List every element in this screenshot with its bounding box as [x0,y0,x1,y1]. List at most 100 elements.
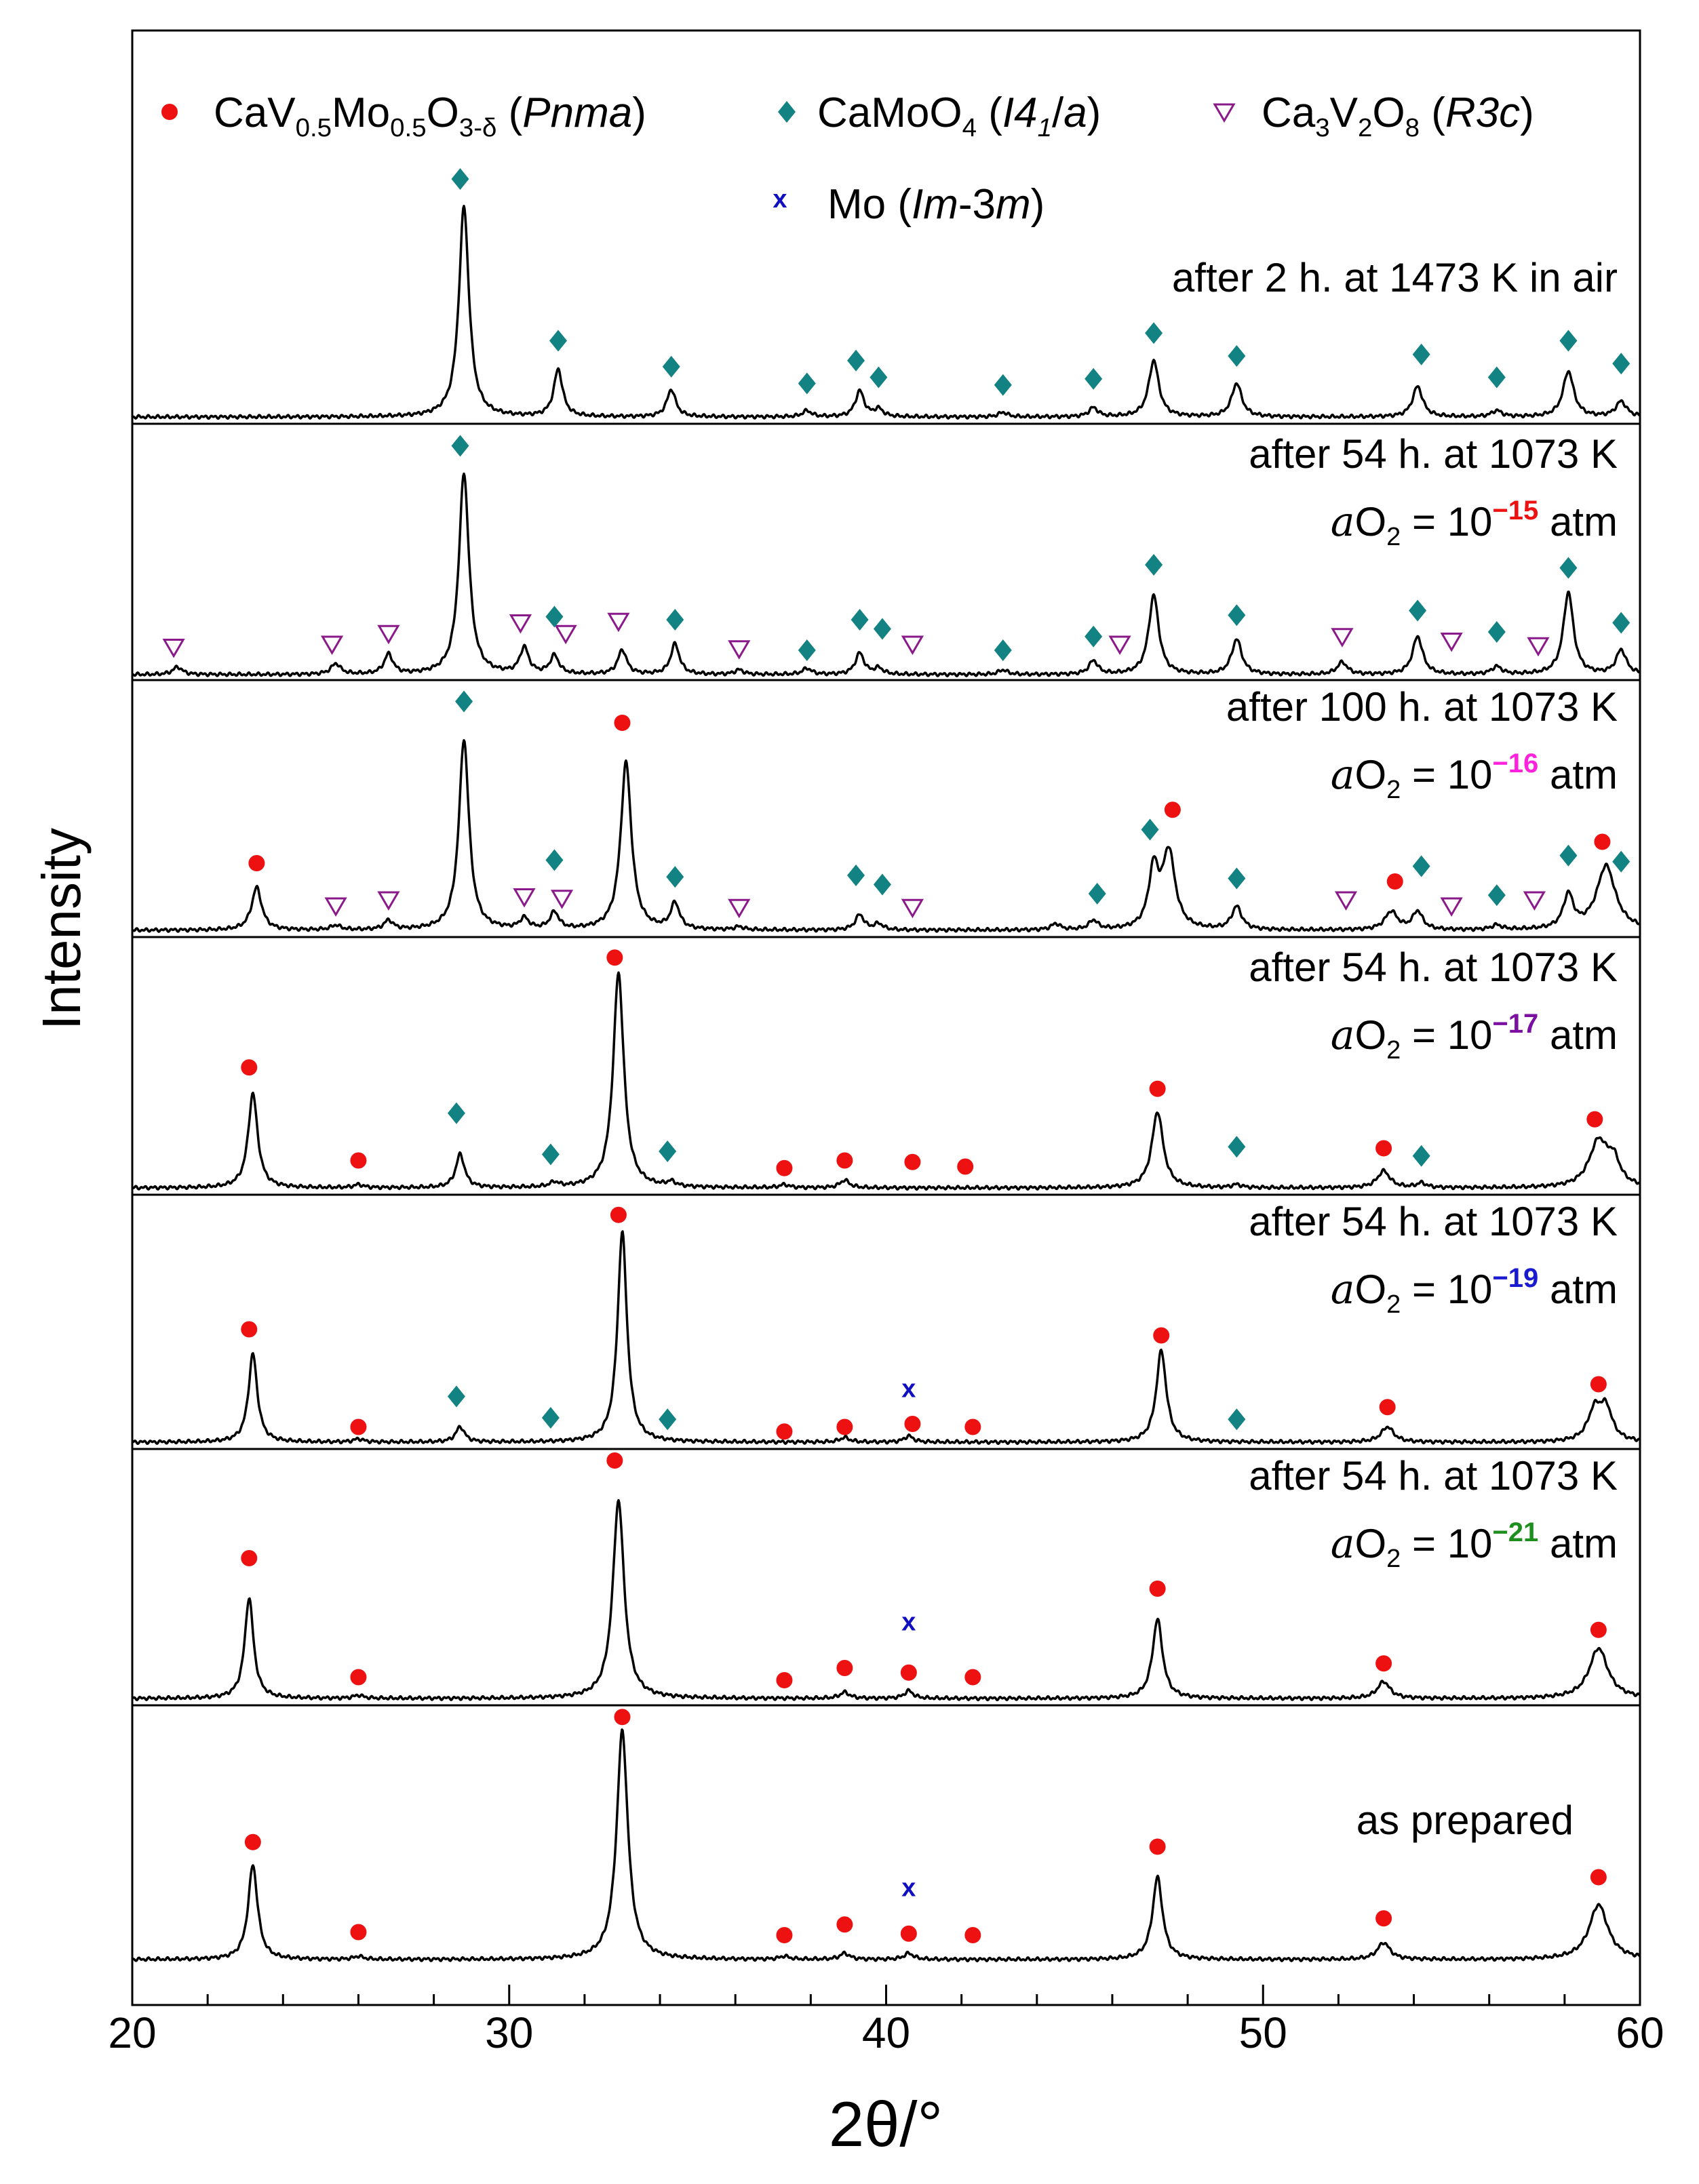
camoo4-marker [847,865,865,886]
perovskite-marker [350,1152,367,1169]
perovskite-marker [350,1669,367,1686]
perovskite-marker [1375,1910,1392,1927]
perovskite-marker [610,1206,627,1223]
perovskite-marker [161,104,178,120]
ca3v2o8-marker [1523,891,1546,911]
perovskite-marker [1153,1327,1170,1344]
x-axis: 20 30 40 50 60 2θ/° [108,1985,1664,2160]
diffraction-line [132,739,1641,933]
oxygen-activity-label: aO2 = 10−21 atm [1331,1517,1618,1573]
x-tick-label: 40 [862,2008,910,2057]
ca3v2o8-marker [162,639,185,658]
perovskite-marker [836,1418,853,1435]
ca3v2o8-marker [324,897,347,917]
legend-entry-cavo: Ca3V2O8 (R3c) [1213,90,1534,142]
legend-entry-camoo4: CaMoO4 (I41/a) [778,90,1101,142]
x-tick-label: 60 [1616,2008,1664,2057]
camoo4-marker [541,1407,560,1429]
perovskite-marker [836,1152,853,1169]
camoo4-marker [1145,322,1163,344]
diffraction-line [132,472,1641,677]
perovskite-marker [1586,1111,1603,1128]
camoo4-marker [1228,867,1246,890]
camoo4-marker [798,372,816,395]
camoo4-marker [870,366,888,389]
perovskite-marker [776,1927,793,1943]
pattern-6: x after 54 h. at 1073 K aO2 = 10−21 atm [132,1452,1641,1702]
perovskite-marker [244,1833,261,1850]
camoo4-marker [1088,883,1106,905]
perovskite-marker [241,1321,258,1338]
camoo4-marker [1409,599,1427,622]
oxygen-activity-label: aO2 = 10−19 atm [1331,1263,1618,1319]
perovskite-marker [904,1153,921,1170]
camoo4-marker [1612,353,1630,375]
ca3v2o8-marker [377,891,400,911]
camoo4-marker [1559,330,1578,352]
perovskite-marker [606,1452,623,1469]
pattern-label: after 54 h. at 1073 K [1249,945,1618,990]
perovskite-marker [776,1159,793,1176]
perovskite-marker [900,1925,917,1942]
perovskite-marker [248,855,265,871]
camoo4-marker [1145,554,1163,576]
camoo4-marker [447,1385,465,1408]
ca3v2o8-marker [509,614,532,634]
camoo4-marker [873,873,891,896]
camoo4-marker [778,101,796,123]
camoo4-marker [1085,625,1103,648]
mo-marker: x [901,1374,916,1403]
oxygen-activity-label: aO2 = 10−15 atm [1331,496,1618,551]
camoo4-marker [1487,621,1506,643]
camoo4-marker [455,690,473,713]
pattern-7: x as prepared [132,1709,1641,1963]
perovskite-marker [606,949,623,966]
camoo4-marker [1412,343,1430,365]
ca3v2o8-marker [1334,891,1358,911]
pattern-label: as prepared [1356,1798,1574,1843]
perovskite-marker [614,715,631,731]
camoo4-marker [994,639,1012,661]
perovskite-marker [900,1664,917,1681]
oxygen-activity-label: aO2 = 10−16 atm [1331,749,1618,804]
legend-label: CaV0.5Mo0.5O3-δ (Pnma) [214,90,646,142]
ca3v2o8-marker [550,890,574,909]
ca3v2o8-marker [1213,103,1236,123]
ca3v2o8-marker [1331,628,1354,648]
camoo4-marker [1412,855,1430,877]
perovskite-marker [964,1927,981,1943]
ca3v2o8-marker [1527,637,1550,657]
ca3v2o8-marker [554,624,577,645]
ca3v2o8-marker [728,640,751,660]
perovskite-marker [241,1550,258,1566]
pattern-4: after 54 h. at 1073 K aO2 = 10−17 atm [132,945,1641,1191]
perovskite-marker [904,1416,921,1432]
camoo4-marker [1612,612,1630,634]
perovskite-marker [957,1158,974,1175]
camoo4-marker [1228,1408,1246,1431]
legend-entry-perov: CaV0.5Mo0.5O3-δ (Pnma) [161,90,646,142]
camoo4-marker [541,1143,560,1166]
perovskite-marker [1149,1581,1166,1597]
ca3v2o8-marker [607,612,630,633]
perovskite-marker [614,1709,631,1726]
legend-entry-mo: x Mo (Im-3m) [773,181,1044,228]
legend-label: Ca3V2O8 (R3c) [1262,90,1534,142]
camoo4-marker [666,609,684,631]
perovskite-marker [836,1660,853,1676]
diffraction-line [132,205,1641,420]
pattern-3: after 100 h. at 1073 K aO2 = 10−16 atm [132,684,1641,933]
mo-marker: x [901,1873,916,1902]
ca3v2o8-marker [901,898,924,919]
perovskite-marker [1590,1621,1607,1638]
perovskite-marker [776,1672,793,1688]
legend: CaV0.5Mo0.5O3-δ (Pnma) CaMoO4 (I41/a) Ca3V… [161,90,1534,228]
perovskite-marker [836,1916,853,1933]
legend-label: Mo (Im-3m) [827,181,1044,228]
mo-marker: x [901,1608,916,1637]
perovskite-marker [1375,1140,1392,1157]
camoo4-marker [873,618,891,640]
camoo4-marker [1612,850,1630,873]
oxygen-activity-label: aO2 = 10−17 atm [1331,1009,1618,1065]
camoo4-marker [1559,844,1578,867]
